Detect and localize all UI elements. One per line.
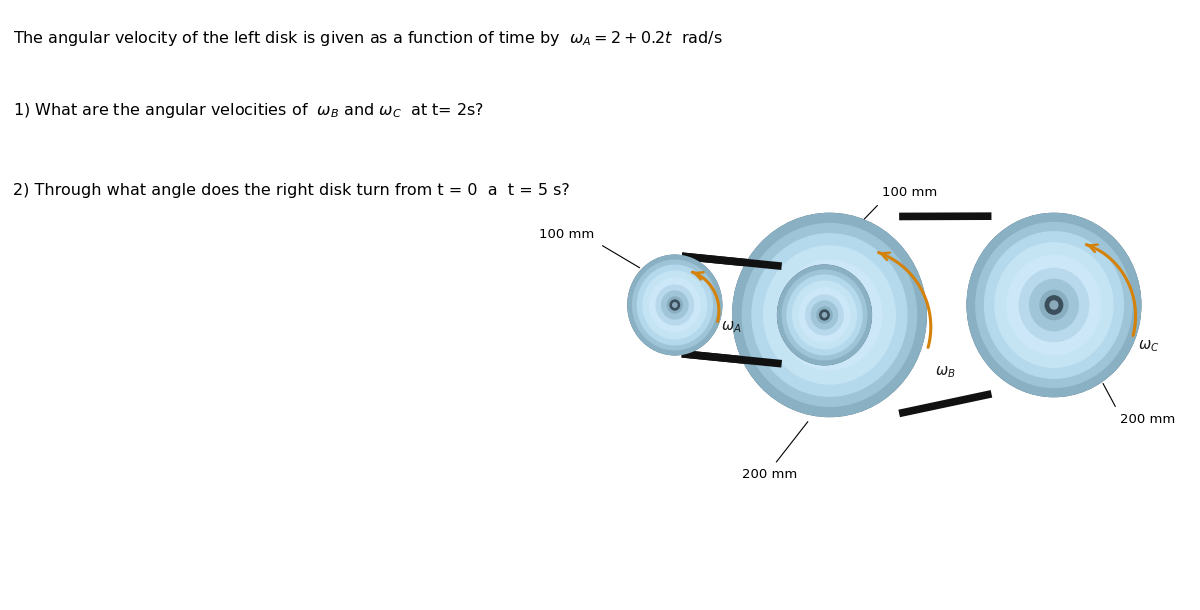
Ellipse shape — [643, 271, 707, 339]
Ellipse shape — [811, 301, 838, 329]
Ellipse shape — [782, 270, 866, 360]
Ellipse shape — [670, 300, 679, 310]
Ellipse shape — [763, 246, 895, 384]
Ellipse shape — [787, 275, 862, 355]
Text: $\omega_B$: $\omega_B$ — [935, 365, 955, 381]
Ellipse shape — [792, 281, 857, 349]
Ellipse shape — [791, 274, 868, 356]
Text: 100 mm: 100 mm — [882, 187, 937, 199]
Text: 1) What are the angular velocities of  $\omega_B$ and $\omega_C$  at t= 2s?: 1) What are the angular velocities of $\… — [13, 101, 485, 120]
Ellipse shape — [743, 224, 917, 406]
Ellipse shape — [632, 260, 718, 350]
Ellipse shape — [820, 310, 829, 320]
Ellipse shape — [628, 255, 721, 355]
Ellipse shape — [822, 313, 827, 317]
Ellipse shape — [649, 278, 700, 332]
Ellipse shape — [967, 214, 1141, 396]
Text: The angular velocity of the left disk is given as a function of time by  $\omega: The angular velocity of the left disk is… — [13, 29, 722, 48]
Ellipse shape — [984, 232, 1123, 378]
Text: 2) Through what angle does the right disk turn from t = 0  a  t = 5 s?: 2) Through what angle does the right dis… — [13, 182, 570, 198]
Ellipse shape — [752, 234, 907, 396]
Ellipse shape — [1019, 268, 1088, 342]
Ellipse shape — [1007, 256, 1100, 354]
Ellipse shape — [805, 295, 844, 335]
Ellipse shape — [667, 297, 683, 313]
Ellipse shape — [733, 214, 926, 417]
Text: $\omega_C$: $\omega_C$ — [1139, 339, 1159, 354]
Ellipse shape — [817, 307, 832, 323]
Ellipse shape — [995, 243, 1112, 367]
Ellipse shape — [803, 287, 857, 343]
Ellipse shape — [826, 310, 834, 320]
Ellipse shape — [1040, 290, 1068, 320]
Ellipse shape — [778, 265, 871, 365]
Text: $\omega_A$: $\omega_A$ — [721, 320, 742, 336]
Ellipse shape — [733, 214, 926, 417]
Ellipse shape — [1050, 301, 1058, 309]
Ellipse shape — [637, 265, 713, 345]
Ellipse shape — [656, 285, 694, 325]
Ellipse shape — [799, 288, 850, 342]
Ellipse shape — [820, 305, 839, 325]
Ellipse shape — [628, 255, 721, 355]
Ellipse shape — [778, 265, 871, 365]
Ellipse shape — [1030, 279, 1079, 331]
Ellipse shape — [976, 223, 1132, 387]
Ellipse shape — [814, 299, 845, 331]
Text: 200 mm: 200 mm — [1120, 413, 1175, 426]
Text: 200 mm: 200 mm — [742, 468, 797, 481]
Ellipse shape — [778, 260, 882, 370]
Ellipse shape — [661, 291, 688, 319]
Text: 100 mm: 100 mm — [539, 228, 594, 242]
Ellipse shape — [673, 303, 677, 307]
Ellipse shape — [1045, 296, 1063, 314]
Ellipse shape — [967, 214, 1141, 396]
